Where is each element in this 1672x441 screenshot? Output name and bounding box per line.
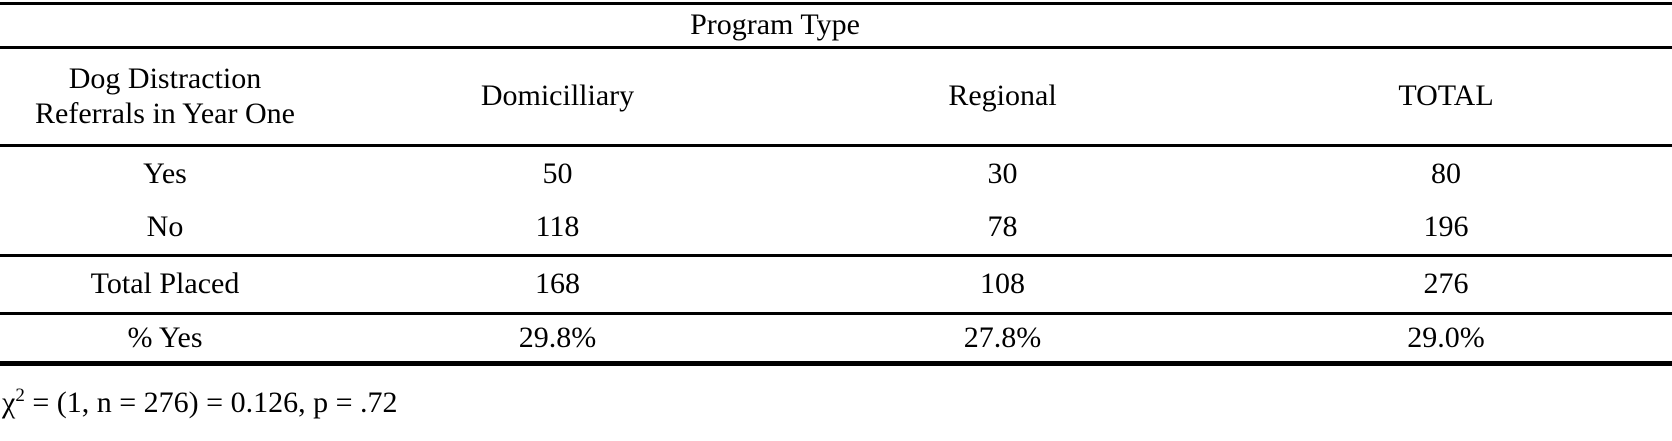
cell-totalplaced-total: 276 [1423,267,1469,301]
cell-totalplaced-regional: 108 [980,267,1025,301]
row-label-percent-yes: % Yes [127,320,203,354]
table-row-no: No 118 78 196 [0,201,1672,256]
cell-pctyes-regional: 27.8% [963,320,1042,354]
cell-yes-regional: 30 [987,156,1018,190]
chi-square-note-text: = (1, n = 276) = 0.126, p = .72 [24,386,398,419]
stub-header-line1: Dog Distraction [68,62,262,95]
chi-exponent: 2 [15,385,25,406]
empty-stub-cell [0,4,330,48]
cell-no-domicilliary: 118 [535,210,580,243]
row-label-yes: Yes [143,156,187,190]
column-header-row: Dog Distraction Referrals in Year One Do… [0,48,1672,146]
stub-header: Dog Distraction Referrals in Year One [0,48,330,146]
cell-pctyes-domicilliary: 29.8% [518,320,597,354]
cell-pctyes-total: 29.0% [1407,320,1485,354]
row-label-total-placed: Total Placed [90,267,240,301]
cell-yes-domicilliary: 50 [542,156,573,190]
row-label-no: No [146,210,184,243]
cell-yes-total: 80 [1431,156,1461,190]
spanning-header-row: Program Type [0,4,1672,48]
empty-total-cell [1220,4,1672,48]
table-row-percent-yes: % Yes 29.8% 27.8% 29.0% [0,314,1672,364]
chi-symbol: χ [2,386,16,419]
cell-totalplaced-domicilliary: 168 [535,267,580,301]
table-row-total-placed: Total Placed 168 108 276 [0,256,1672,314]
spanning-header-program-type: Program Type [690,8,860,42]
cell-no-total: 196 [1423,210,1469,243]
cell-no-regional: 78 [987,210,1018,243]
column-header-domicilliary: Domicilliary [480,79,635,113]
contingency-table: Program Type Dog Distraction Referrals i… [0,2,1672,366]
stub-header-line2: Referrals in Year One [35,96,295,130]
chi-square-note: χ2 = (1, n = 276) = 0.126, p = .72 [2,386,1672,420]
column-header-regional: Regional [948,79,1057,113]
table-row-yes: Yes 50 30 80 [0,146,1672,201]
column-header-total: TOTAL [1398,79,1494,113]
